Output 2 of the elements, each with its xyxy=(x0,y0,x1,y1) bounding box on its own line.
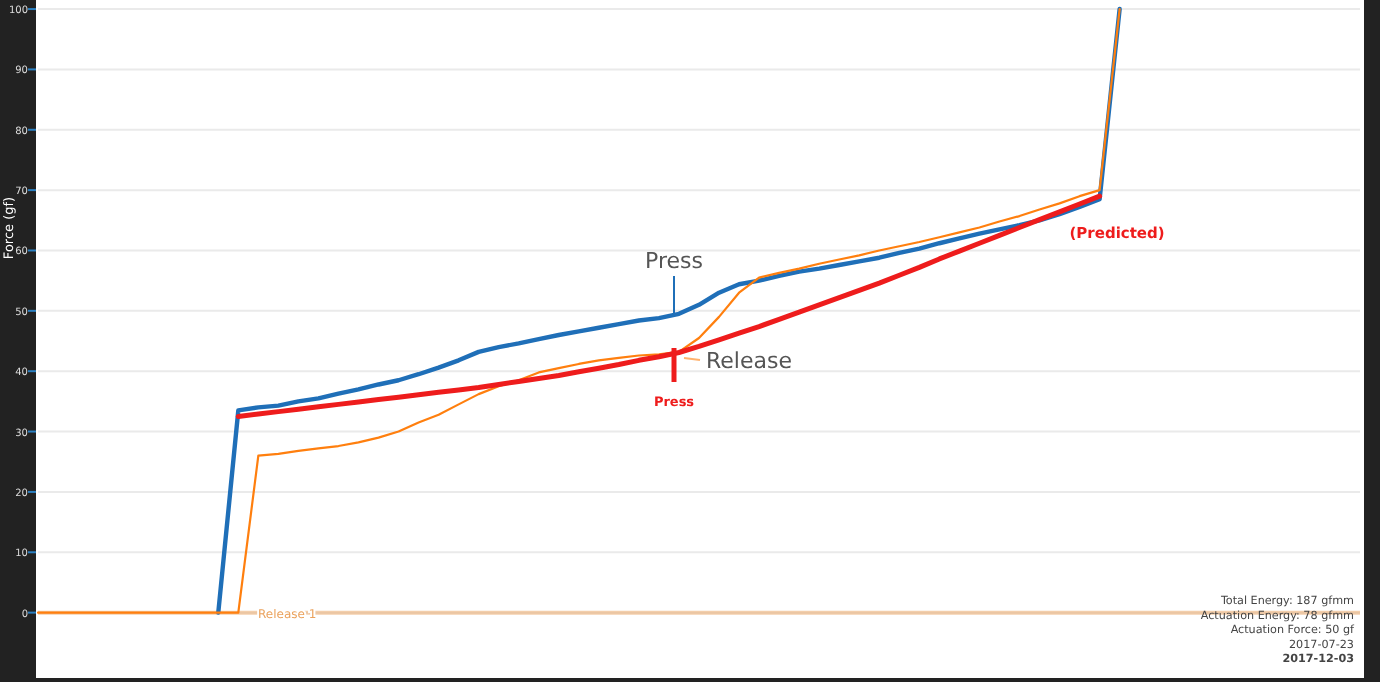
annotation: Release xyxy=(706,348,793,374)
annotation: Press xyxy=(645,248,704,274)
